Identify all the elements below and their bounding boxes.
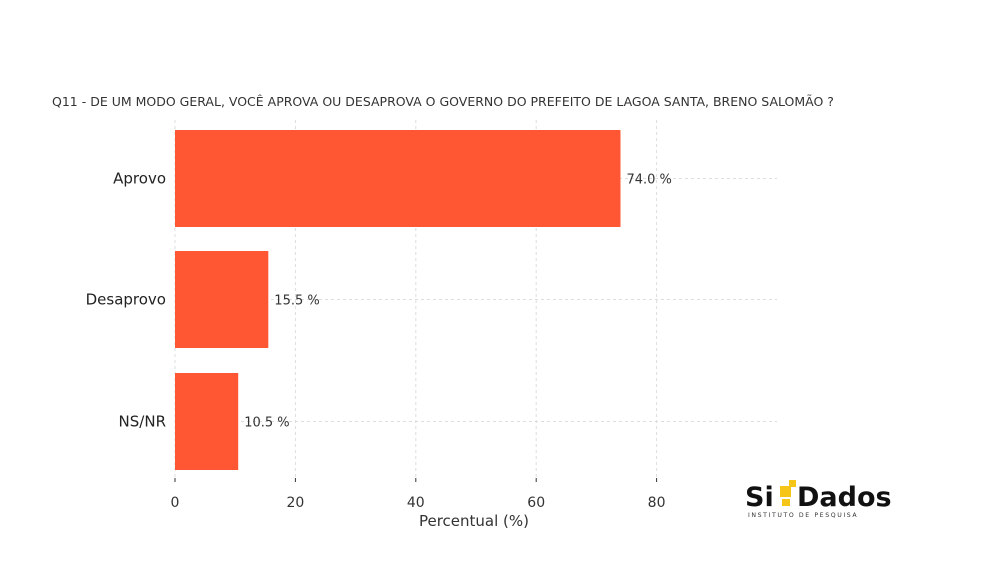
bar-aprovo [175,130,621,227]
data-label: 15.5 % [274,294,319,309]
x-tick-label: 80 [648,495,666,511]
x-tick-label: 40 [407,495,425,511]
logo-name-start: Si [745,482,774,513]
category-label: Desaprovo [86,291,166,309]
bars [175,130,621,470]
logo-squares-icon [780,480,796,506]
x-tick-label: 60 [527,495,545,511]
bar-ns-nr [175,373,239,470]
data-label: 74.0 % [626,173,671,188]
category-labels: Aprovo Desaprovo NS/NR [86,170,166,431]
category-label: Aprovo [113,170,166,188]
x-axis-ticks: 0 20 40 60 80 [171,478,666,511]
x-axis-title: Percentual (%) [419,512,529,530]
chart-title: Q11 - DE UM MODO GERAL, VOCÊ APROVA OU D… [52,94,834,109]
category-label: NS/NR [119,413,166,431]
logo-subtitle: INSTITUTO DE PESQUISA [748,512,858,519]
sidados-logo: Si Dados INSTITUTO DE PESQUISA [745,480,892,519]
bar-desaprovo [175,251,269,348]
x-tick-label: 0 [171,495,180,511]
x-tick-label: 20 [286,495,304,511]
data-labels: 74.0 % 15.5 % 10.5 % [244,173,672,431]
logo-name-end: Dados [797,482,892,513]
data-label: 10.5 % [244,416,289,431]
